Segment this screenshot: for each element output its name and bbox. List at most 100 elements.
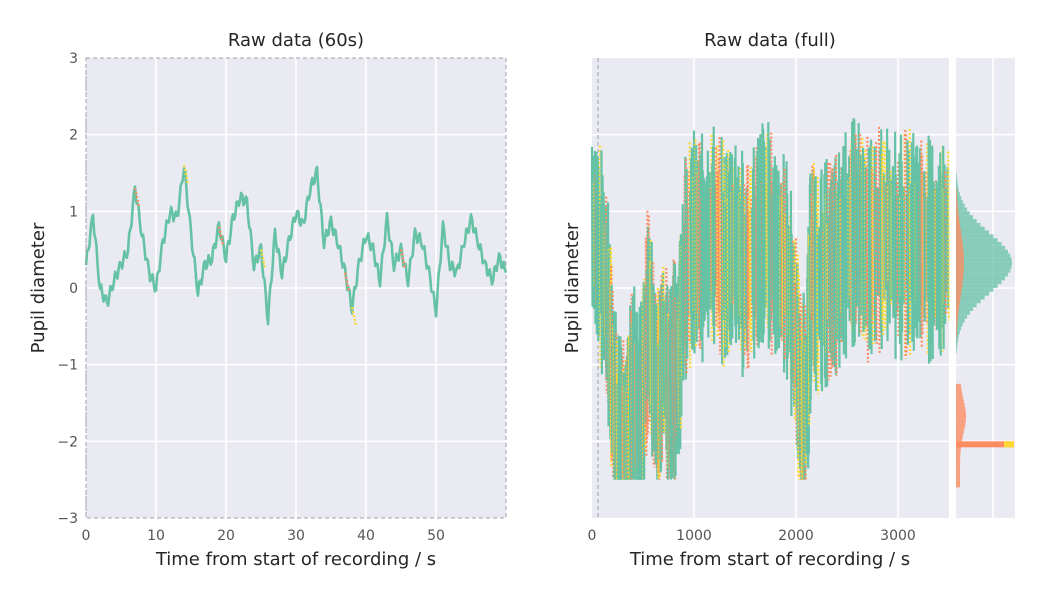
sample-spread <box>919 179 923 308</box>
hist-bar-interpolated <box>956 318 958 323</box>
hist-bar-interpolated <box>956 253 964 258</box>
hist-bar <box>956 311 970 315</box>
sample-spread <box>748 171 752 352</box>
hist-bar-interpolated <box>956 311 959 315</box>
x-tick-label: 3000 <box>880 528 916 544</box>
hist-bar-interpolated <box>956 192 957 196</box>
hist-bar <box>956 265 1012 269</box>
interpolated-segment <box>343 272 351 293</box>
sample-spread <box>717 158 721 330</box>
sample-spread <box>745 188 749 351</box>
sample-spread <box>934 190 937 319</box>
hist-bar-interpolated <box>956 188 957 193</box>
hist-bar-interpolated <box>956 399 964 403</box>
tick-labels-60s: 0 10 20 30 40 50 −3 −2 −1 0 1 2 3 <box>57 51 445 544</box>
hist-bar <box>956 222 981 227</box>
hist-bar <box>956 242 1002 246</box>
hist-bar-interpolated <box>956 418 966 423</box>
hist-bar <box>956 276 1006 281</box>
hist-bar-interpolated <box>956 426 965 430</box>
hist-bar-interpolated <box>956 387 962 392</box>
hist-bar-interpolated <box>956 307 959 311</box>
sample-spread <box>884 182 888 290</box>
sample-spread <box>709 188 713 292</box>
x-tick-label: 50 <box>427 528 445 544</box>
hist-bar-interpolated <box>956 456 961 461</box>
hist-bar-interpolated <box>956 483 961 488</box>
x-tick-label: 40 <box>357 528 375 544</box>
sample-spread <box>720 137 724 365</box>
hist-bar <box>956 192 960 196</box>
hist-bar <box>956 330 960 334</box>
hist-bar <box>956 188 959 193</box>
hist-bar-interpolated <box>956 265 964 269</box>
hist-bar-interpolated <box>956 437 963 442</box>
sample-spread <box>896 161 900 338</box>
hist-bar <box>956 249 1008 254</box>
hist-bar-interpolated <box>956 234 962 239</box>
hist-bar <box>956 314 968 319</box>
hist-bar <box>956 176 958 181</box>
hist-bar-interpolated <box>956 406 966 411</box>
y-tick-label: −1 <box>57 358 78 374</box>
series-line-60s <box>84 165 508 326</box>
interpolated-segment <box>182 165 190 185</box>
x-tick-label: 10 <box>147 528 165 544</box>
hist-bar-interpolated <box>956 196 958 200</box>
sample-spread <box>786 193 789 358</box>
hist-bar-interpolated <box>956 322 958 327</box>
sample-spread <box>838 179 842 338</box>
hist-bar <box>956 219 977 223</box>
hist-bar-interpolated <box>956 422 966 426</box>
sample-spread <box>693 174 697 311</box>
sample-spread <box>657 290 661 480</box>
sample-spread <box>747 211 751 318</box>
x-tick-label: 1000 <box>676 528 712 544</box>
y-tick-label: 2 <box>69 128 78 144</box>
sample-spread <box>724 164 727 349</box>
sample-spread <box>913 161 917 323</box>
sample-spread <box>877 187 880 296</box>
sample-spread <box>921 174 925 317</box>
hist-bar <box>956 307 974 311</box>
sample-spread <box>716 172 720 314</box>
hist-bar <box>956 349 957 354</box>
hist-bar-interpolated <box>956 199 958 204</box>
sample-spread <box>890 180 894 300</box>
hist-bar <box>956 299 981 304</box>
hist-bar <box>956 261 1012 265</box>
x-tick-label: 30 <box>287 528 305 544</box>
hist-bar <box>956 345 958 350</box>
sample-spread <box>782 154 786 373</box>
hist-bar-interpolated <box>956 291 962 296</box>
sample-spread <box>925 172 929 324</box>
hist-bar <box>956 303 977 308</box>
y-axis-label-60s: Pupil diameter <box>28 222 49 353</box>
panel-60s: 0 10 20 30 40 50 −3 −2 −1 0 1 2 3 Raw data (60s) Tim… <box>28 30 508 570</box>
hist-bar-interpolated <box>956 395 963 400</box>
hist-bar-interpolated <box>956 449 961 453</box>
panel-full: 0 1000 2000 3000 Raw data (full) Time from … <box>562 30 950 570</box>
sample-spread <box>593 150 597 325</box>
interpolated-segment <box>350 306 358 327</box>
hist-bar <box>956 318 965 323</box>
hist-bar-interpolated <box>956 299 960 304</box>
hist-bar-interpolated <box>956 219 960 223</box>
hist-bar-interpolated <box>956 276 964 281</box>
hist-bar-interpolated <box>956 433 963 438</box>
hist-bar <box>956 284 998 288</box>
sample-spread <box>598 145 602 368</box>
sample-spread <box>770 132 773 356</box>
sample-spread <box>906 140 910 345</box>
sample-spread <box>832 168 835 368</box>
hist-bar-interpolated <box>956 326 958 331</box>
sample-spread <box>697 143 701 348</box>
hist-bar-interpolated <box>956 334 957 338</box>
hist-bar <box>956 203 965 208</box>
hist-bar-interpolated <box>956 261 964 265</box>
sample-spread <box>800 330 804 480</box>
hist-bar-interpolated <box>956 238 963 242</box>
hist-bar <box>956 334 959 338</box>
sample-spread <box>765 134 769 328</box>
